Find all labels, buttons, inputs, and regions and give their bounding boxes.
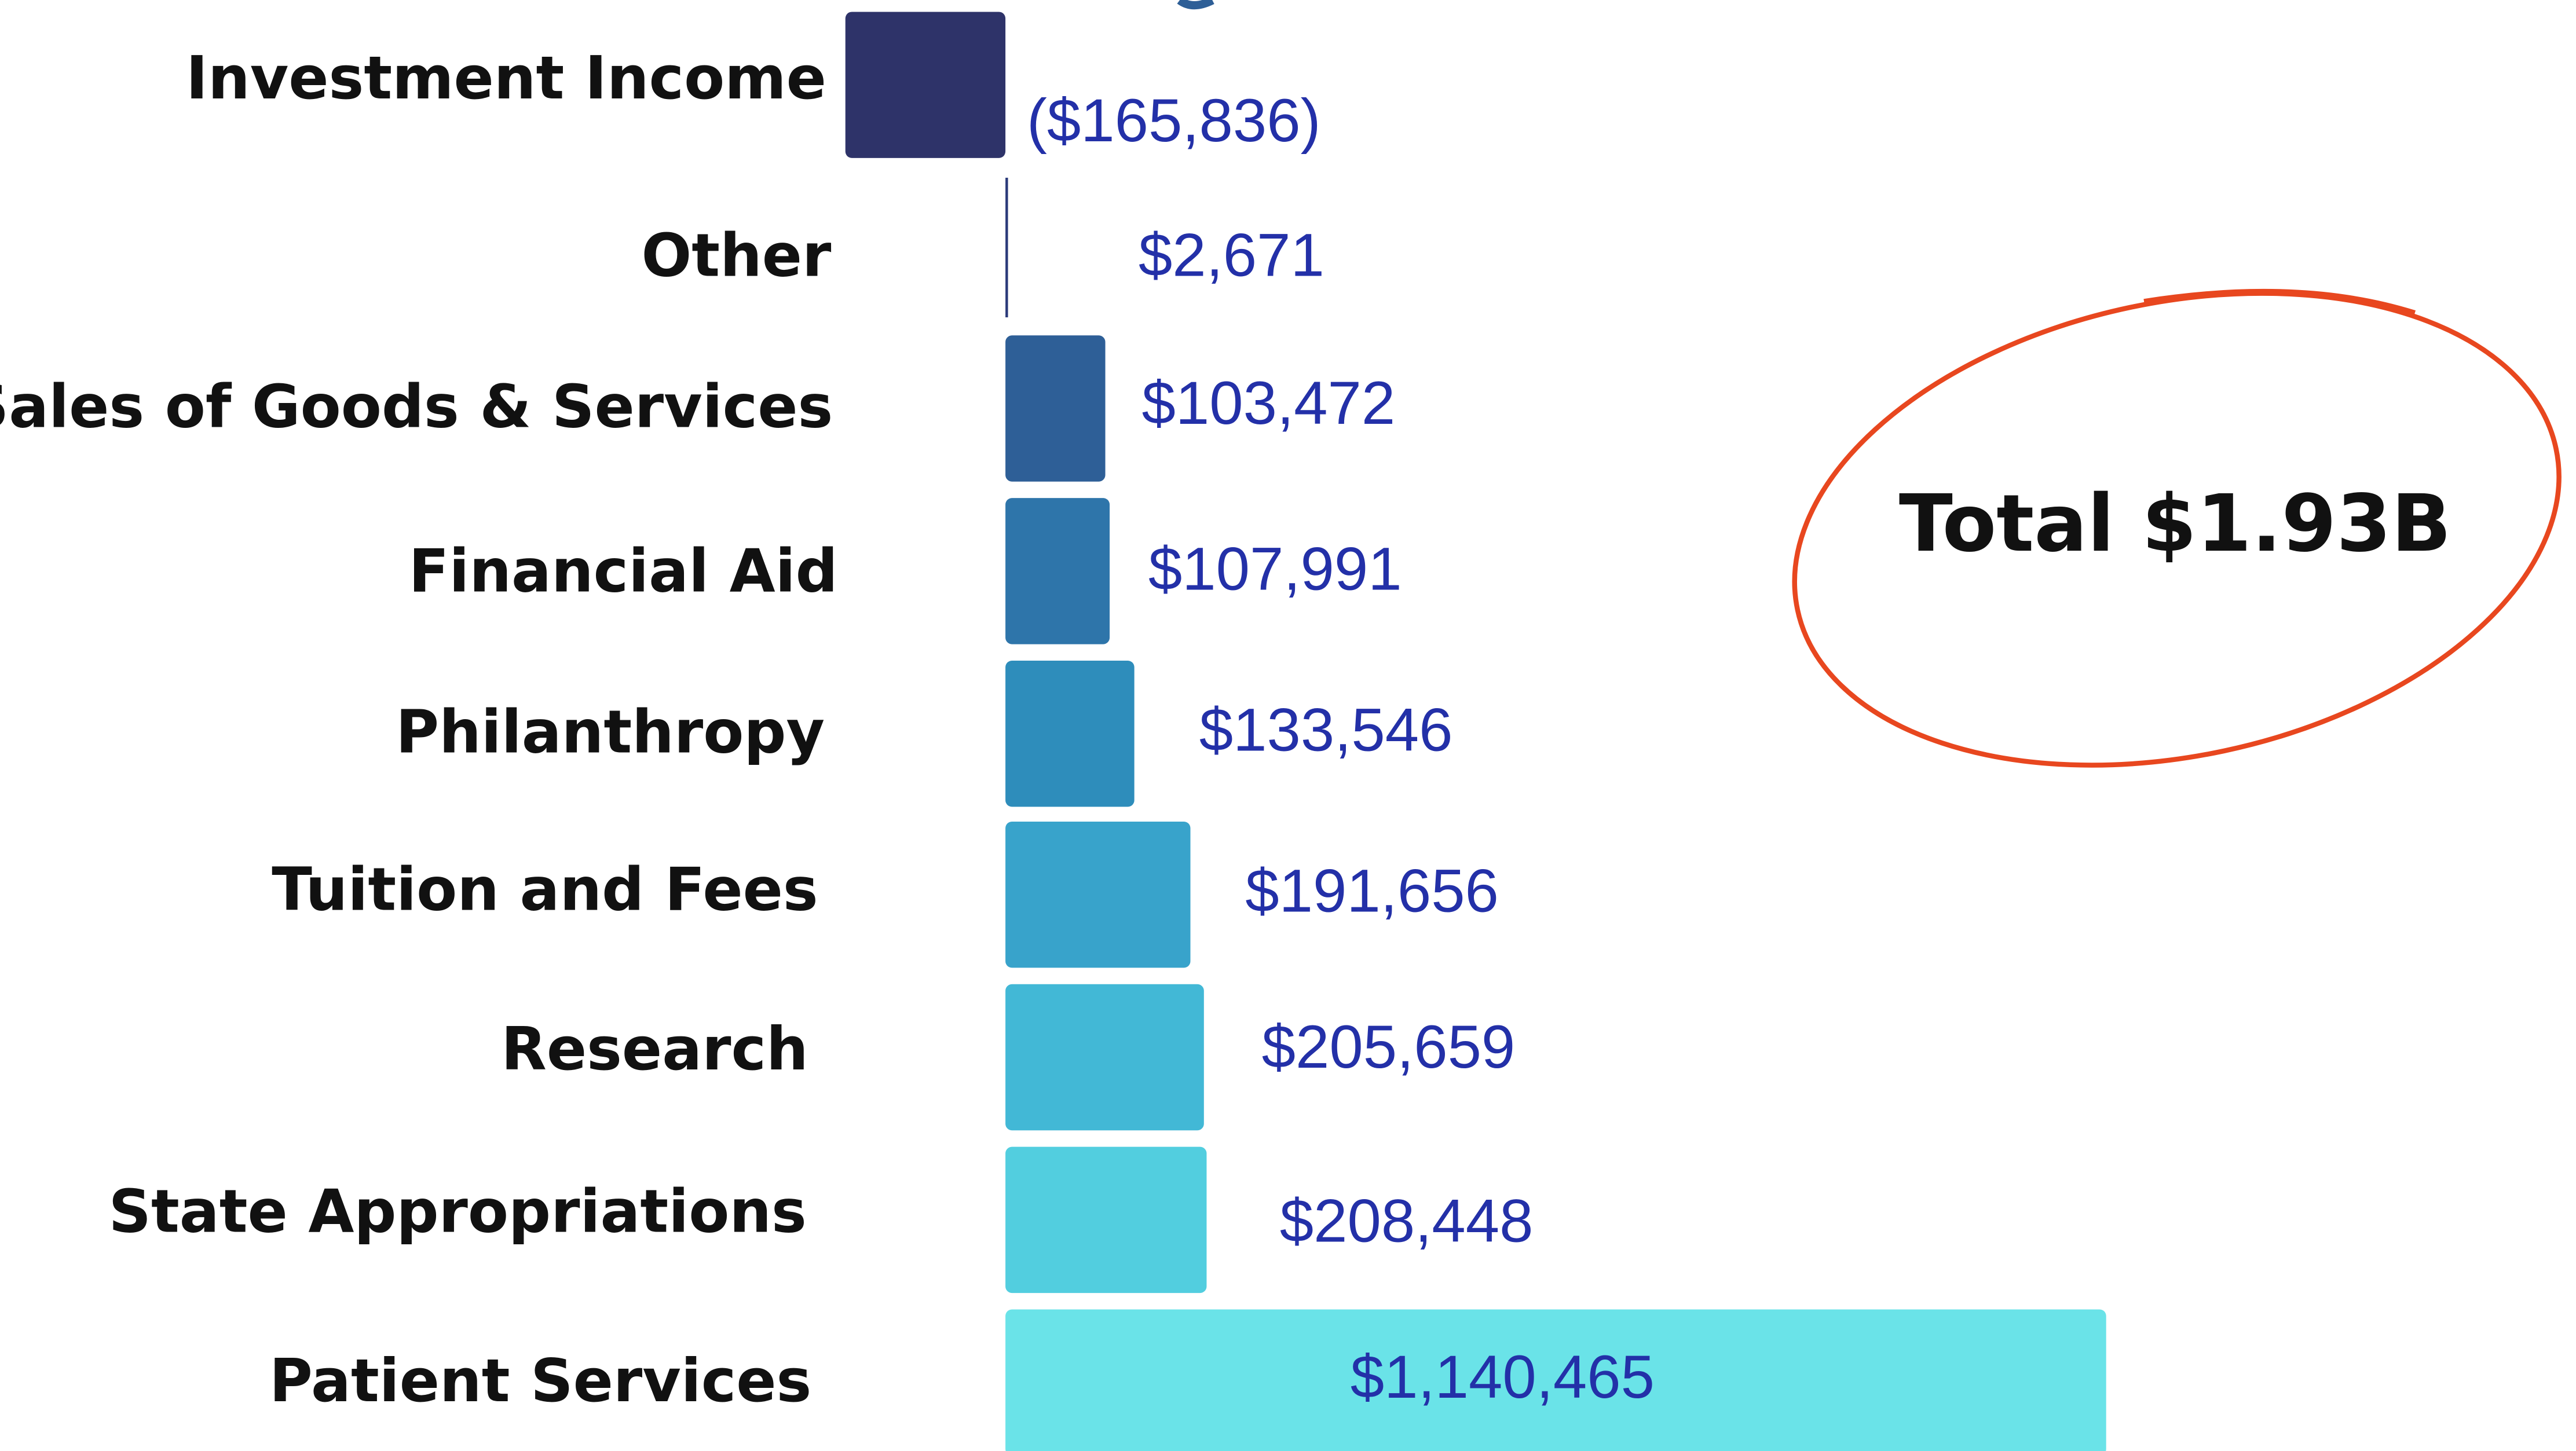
category-label: Philanthropy bbox=[396, 698, 825, 767]
category-label: Other bbox=[641, 222, 832, 291]
bar bbox=[1005, 660, 1135, 807]
value-label: $205,659 bbox=[1262, 1013, 1516, 1081]
bar bbox=[1005, 821, 1191, 968]
decoration bbox=[1177, 0, 1214, 10]
category-label: Tuition and Fees bbox=[272, 856, 818, 925]
category-label: State Appropriations bbox=[108, 1178, 806, 1247]
bar bbox=[1005, 177, 1008, 318]
highlight-ellipse bbox=[1792, 291, 2562, 768]
bar bbox=[1005, 1309, 2106, 1451]
value-label: $2,671 bbox=[1139, 222, 1324, 290]
total-annotation: Total $1.93B bbox=[1899, 478, 2451, 570]
bar bbox=[1005, 498, 1110, 644]
category-label: Financial Aid bbox=[409, 537, 838, 606]
value-label: $133,546 bbox=[1199, 696, 1453, 764]
bar bbox=[845, 12, 1006, 158]
category-label: Sales of Goods & Services bbox=[0, 373, 833, 442]
value-label: $1,140,465 bbox=[1351, 1343, 1655, 1411]
bar bbox=[1005, 984, 1204, 1131]
highlight-stroke bbox=[2143, 288, 2416, 314]
category-label: Research bbox=[501, 1015, 808, 1084]
value-label: $208,448 bbox=[1280, 1188, 1534, 1255]
category-label: Investment Income bbox=[186, 44, 826, 113]
value-label: ($165,836) bbox=[1027, 87, 1321, 155]
bar bbox=[1005, 1146, 1207, 1294]
value-label: $103,472 bbox=[1142, 369, 1396, 437]
category-label: Patient Services bbox=[269, 1347, 811, 1416]
bar bbox=[1005, 335, 1106, 482]
value-label: $107,991 bbox=[1148, 535, 1402, 603]
value-label: $191,656 bbox=[1245, 857, 1499, 925]
